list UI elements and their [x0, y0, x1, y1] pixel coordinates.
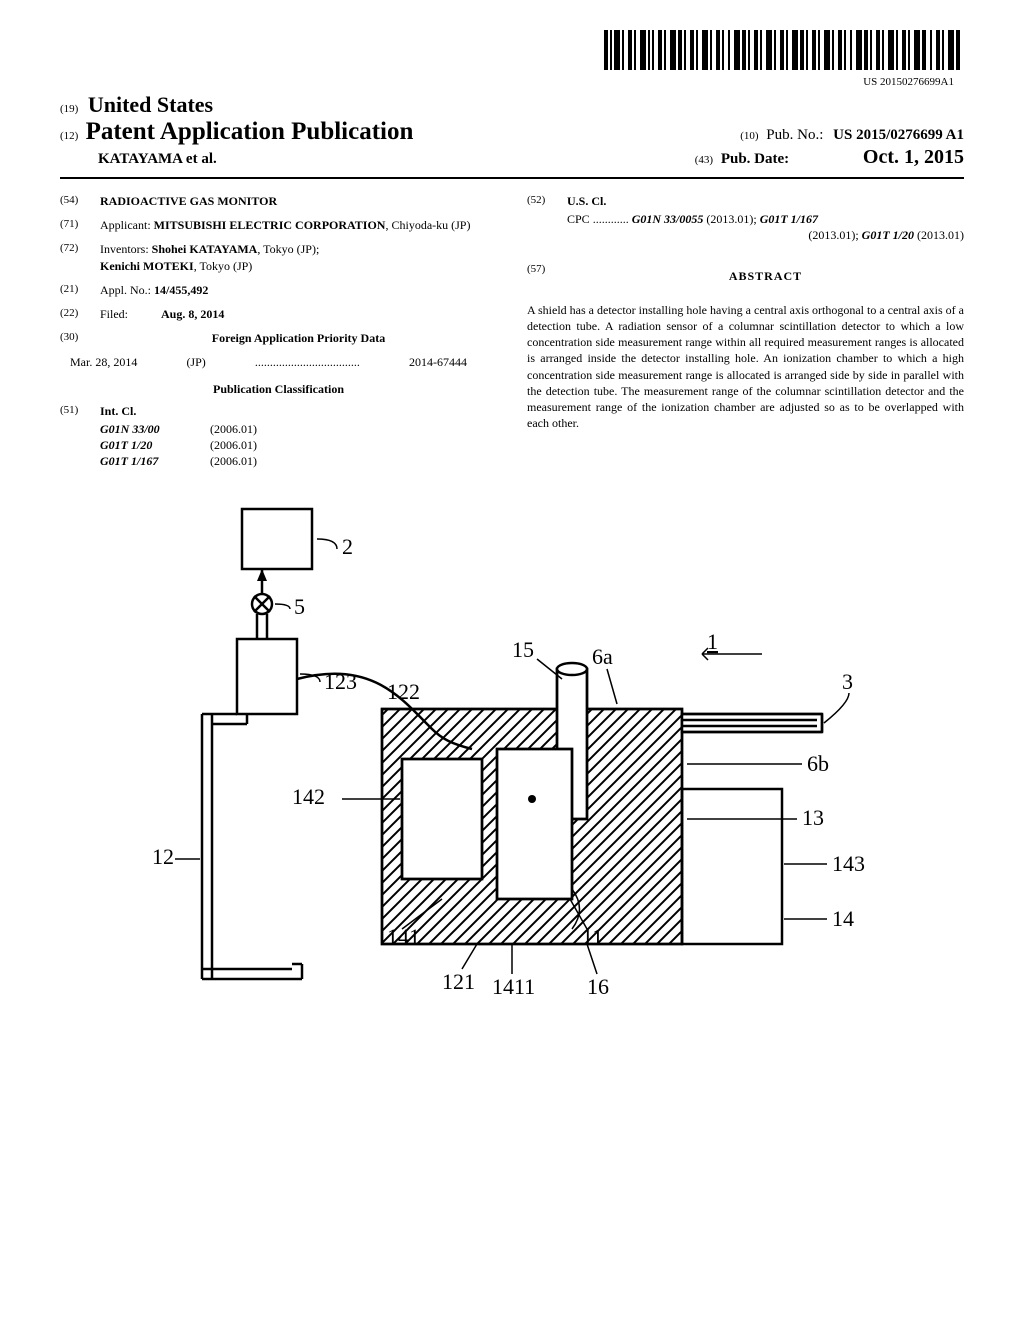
svg-text:121: 121 [442, 969, 475, 994]
svg-text:3: 3 [842, 669, 853, 694]
cpc-year-2: (2013.01); [808, 228, 861, 242]
pub-no-label: Pub. No.: [766, 127, 823, 143]
patent-figure: 2 5 123 12 [60, 499, 964, 999]
header: (19) United States (12) Patent Applicati… [60, 92, 964, 169]
code-43: (43) [695, 154, 713, 166]
svg-text:122: 122 [387, 679, 420, 704]
authors: KATAYAMA et al. [98, 151, 217, 167]
field-54: (54) RADIOACTIVE GAS MONITOR [60, 193, 497, 209]
svg-text:6a: 6a [592, 644, 613, 669]
svg-text:143: 143 [832, 851, 865, 876]
figure-svg: 2 5 123 12 [142, 499, 882, 999]
code-22: (22) [60, 306, 100, 322]
inventor-2: Kenichi MOTEKI [100, 259, 194, 273]
content-columns: (54) RADIOACTIVE GAS MONITOR (71) Applic… [60, 193, 964, 469]
inventor-1-loc: , Tokyo (JP); [257, 242, 319, 256]
code-57: (57) [527, 262, 567, 302]
code-51: (51) [60, 403, 100, 419]
field-22: (22) Filed: Aug. 8, 2014 [60, 306, 497, 322]
code-72: (72) [60, 241, 100, 273]
appl-no: 14/455,492 [154, 283, 208, 297]
invention-title: RADIOACTIVE GAS MONITOR [100, 193, 497, 209]
code-10: (10) [740, 130, 758, 142]
svg-text:15: 15 [512, 637, 534, 662]
code-71: (71) [60, 217, 100, 233]
inventors-label: Inventors: [100, 242, 149, 256]
code-52: (52) [527, 193, 567, 209]
svg-text:6b: 6b [807, 751, 829, 776]
left-column: (54) RADIOACTIVE GAS MONITOR (71) Applic… [60, 193, 497, 469]
priority-country: (JP) [186, 354, 205, 370]
filed-date: Aug. 8, 2014 [161, 307, 224, 321]
publication-title: Patent Application Publication [86, 118, 414, 145]
cpc-year-1: (2013.01); [703, 212, 759, 226]
appl-no-label: Appl. No.: [100, 283, 151, 297]
inventor-2-loc: , Tokyo (JP) [194, 259, 253, 273]
barcode-graphic [604, 30, 964, 70]
cpc-code-2: G01T 1/167 [760, 212, 818, 226]
cpc-label: CPC [567, 212, 590, 226]
pub-date-label: Pub. Date: [721, 151, 789, 167]
field-52: (52) U.S. Cl. [527, 193, 964, 209]
priority-number: 2014-67444 [409, 354, 467, 370]
svg-text:1411: 1411 [492, 974, 535, 999]
field-51: (51) Int. Cl. [60, 403, 497, 419]
us-cl-label: U.S. Cl. [567, 193, 964, 209]
code-30: (30) [60, 330, 100, 346]
abstract-text: A shield has a detector installing hole … [527, 302, 964, 432]
abstract-heading: ABSTRACT [567, 268, 964, 284]
publication-classification-heading: Publication Classification [60, 381, 497, 397]
foreign-priority-label: Foreign Application Priority Data [212, 331, 385, 345]
field-30: (30) Foreign Application Priority Data [60, 330, 497, 346]
svg-text:5: 5 [294, 594, 305, 619]
int-cl-row: G01T 1/167 (2006.01) [100, 453, 497, 469]
barcode-block: US 20150276699A1 [60, 30, 964, 88]
int-cl-code: G01T 1/167 [100, 453, 210, 469]
svg-text:2: 2 [342, 534, 353, 559]
int-cl-code: G01T 1/20 [100, 437, 210, 453]
svg-text:16: 16 [587, 974, 609, 999]
code-19: (19) [60, 103, 78, 115]
barcode-number: US 20150276699A1 [60, 76, 954, 88]
int-cl-code: G01N 33/00 [100, 421, 210, 437]
applicant-label: Applicant: [100, 218, 151, 232]
priority-dots: ................................... [255, 354, 360, 370]
cpc-line: CPC ............ G01N 33/0055 (2013.01);… [567, 211, 964, 243]
pub-no: US 2015/0276699 A1 [833, 127, 964, 143]
priority-data-row: Mar. 28, 2014 (JP) .....................… [70, 354, 467, 370]
code-54: (54) [60, 193, 100, 209]
svg-text:141: 141 [387, 924, 420, 949]
svg-text:14: 14 [832, 906, 854, 931]
country-name: United States [88, 92, 213, 117]
cpc-year-3: (2013.01) [914, 228, 964, 242]
svg-text:12: 12 [152, 844, 174, 869]
field-72: (72) Inventors: Shohei KATAYAMA, Tokyo (… [60, 241, 497, 273]
cpc-code-1: G01N 33/0055 [632, 212, 704, 226]
svg-text:13: 13 [802, 805, 824, 830]
inventor-1: Shohei KATAYAMA [152, 242, 258, 256]
code-12: (12) [60, 130, 78, 142]
cpc-code-3: G01T 1/20 [862, 228, 914, 242]
int-cl-year: (2006.01) [210, 437, 257, 453]
filed-label: Filed: [100, 307, 128, 321]
divider-rule [60, 177, 964, 179]
code-21: (21) [60, 282, 100, 298]
cpc-dots: ............ [593, 212, 629, 226]
field-71: (71) Applicant: MITSUBISHI ELECTRIC CORP… [60, 217, 497, 233]
int-cl-year: (2006.01) [210, 421, 257, 437]
int-cl-row: G01N 33/00 (2006.01) [100, 421, 497, 437]
svg-text:11: 11 [582, 924, 603, 949]
applicant-loc: , Chiyoda-ku (JP) [385, 218, 470, 232]
right-column: (52) U.S. Cl. CPC ............ G01N 33/0… [527, 193, 964, 469]
int-cl-year: (2006.01) [210, 453, 257, 469]
int-cl-list: G01N 33/00 (2006.01) G01T 1/20 (2006.01)… [100, 421, 497, 470]
svg-text:1: 1 [707, 629, 718, 654]
int-cl-row: G01T 1/20 (2006.01) [100, 437, 497, 453]
svg-text:142: 142 [292, 784, 325, 809]
applicant-name: MITSUBISHI ELECTRIC CORPORATION [154, 218, 386, 232]
priority-date: Mar. 28, 2014 [70, 354, 137, 370]
int-cl-label: Int. Cl. [100, 403, 497, 419]
field-21: (21) Appl. No.: 14/455,492 [60, 282, 497, 298]
pub-date: Oct. 1, 2015 [863, 146, 964, 168]
